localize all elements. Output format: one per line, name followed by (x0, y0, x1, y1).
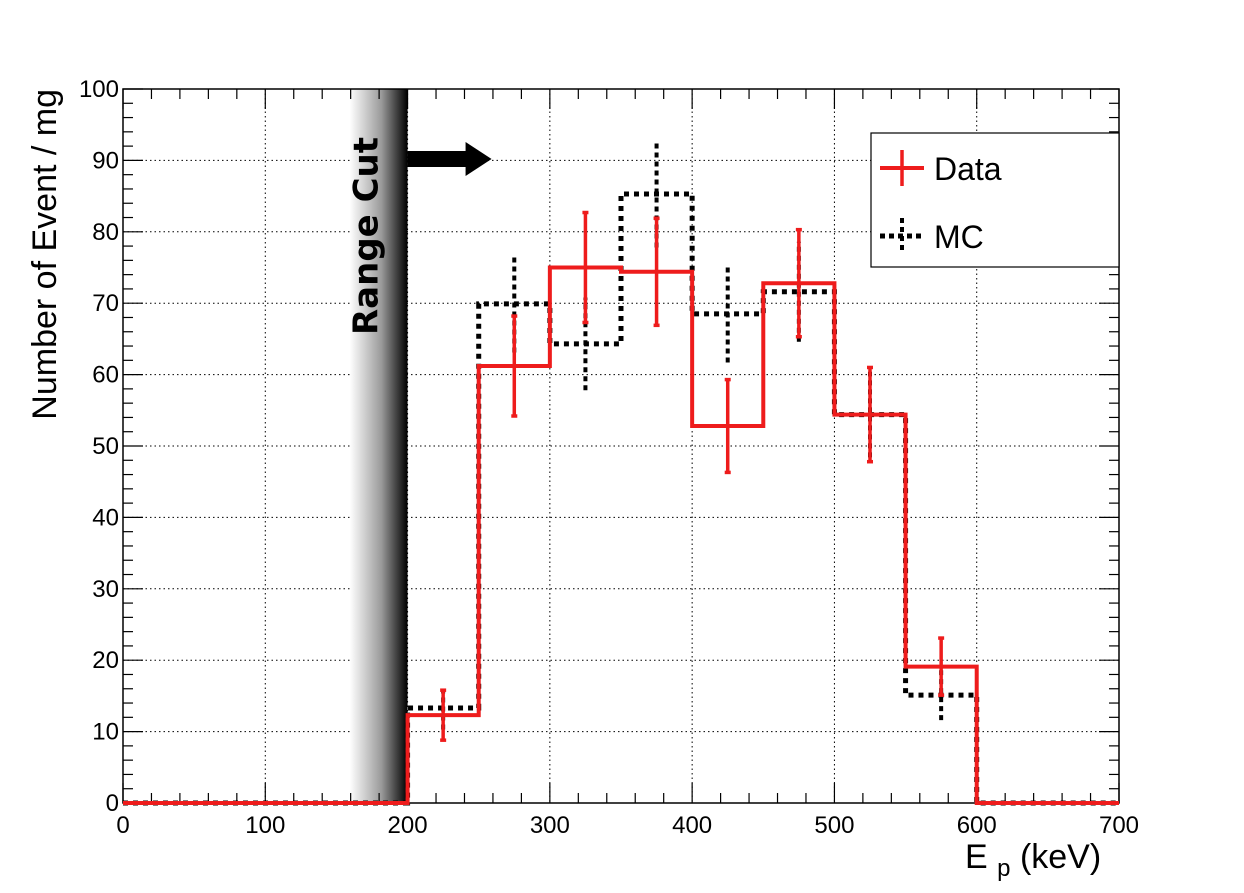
y-tick-label: 70 (92, 290, 119, 317)
legend-data-label: Data (934, 151, 1002, 187)
y-tick-label: 80 (92, 219, 119, 246)
x-tick-label: 600 (957, 812, 997, 839)
y-tick-label: 0 (106, 790, 119, 817)
legend: Data MC (870, 132, 1120, 268)
x-axis-title-unit: (keV) (1020, 838, 1101, 876)
x-tick-label: 200 (388, 812, 428, 839)
range-cut-annotation: Range Cut (347, 137, 492, 335)
range-cut-arrow-icon (407, 141, 492, 176)
x-tick-label: 100 (245, 812, 285, 839)
x-axis-title-subscript: p (997, 855, 1010, 882)
legend-box (870, 132, 1120, 268)
x-axis-title: E p (keV) (965, 838, 1101, 884)
x-tick-label: 0 (116, 812, 129, 839)
y-tick-label: 40 (92, 504, 119, 531)
data-histogram-line (123, 265, 1119, 805)
y-tick-label: 10 (92, 719, 119, 746)
range-cut-band (349, 89, 408, 803)
legend-item-mc: MC (880, 218, 984, 255)
y-tick-label: 90 (92, 147, 119, 174)
legend-mc-label: MC (934, 219, 984, 255)
mc-histogram-line (123, 191, 1119, 806)
y-tick-label: 50 (92, 433, 119, 460)
x-tick-label: 700 (1099, 812, 1139, 839)
x-tick-labels: 0 100 200 300 400 500 600 700 (116, 812, 1139, 839)
y-tick-label: 20 (92, 647, 119, 674)
y-tick-labels: 0 10 20 30 40 50 60 70 80 90 100 (79, 76, 119, 817)
legend-item-data: Data (880, 150, 1002, 187)
x-axis-title-main: E (965, 838, 988, 876)
range-cut-label: Range Cut (347, 137, 387, 335)
y-tick-label: 60 (92, 362, 119, 389)
x-tick-label: 400 (672, 812, 712, 839)
x-tick-label: 300 (530, 812, 570, 839)
x-tick-label: 500 (814, 812, 854, 839)
series-data (123, 210, 1119, 805)
y-axis-title: Number of Event / mg (26, 89, 64, 420)
y-tick-label: 100 (79, 76, 119, 103)
y-tick-label: 30 (92, 576, 119, 603)
